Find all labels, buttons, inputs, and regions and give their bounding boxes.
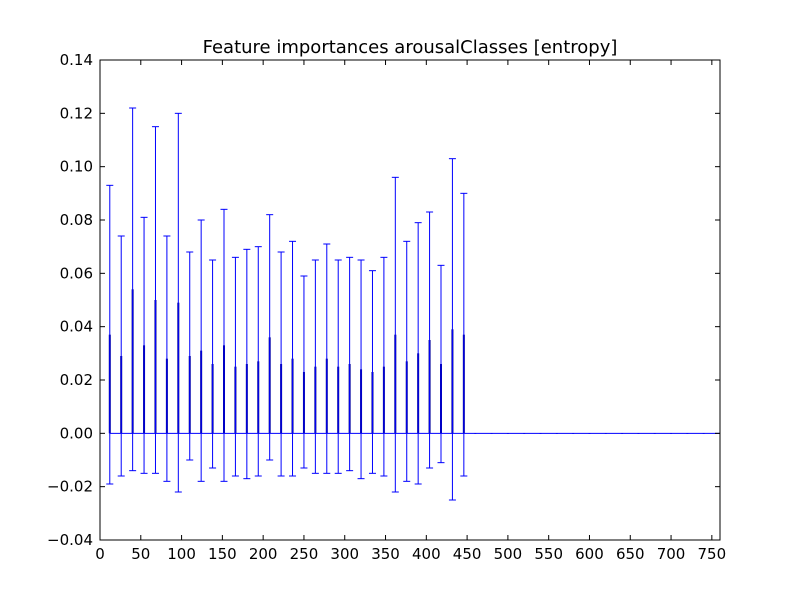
y-tick-label: 0.02 (60, 371, 93, 389)
error-bar (368, 270, 376, 474)
axes: 0 50 100 150 200 250 300 350 400 450 500 550 600 650 7… (47, 51, 726, 563)
error-bar (323, 243, 331, 474)
error-bar (197, 219, 205, 482)
x-tick-label: 400 (412, 545, 441, 563)
x-tick-label: 650 (616, 545, 645, 563)
error-bar (140, 216, 148, 474)
plot-area (100, 60, 720, 540)
y-tick-label: 0.08 (60, 211, 93, 229)
plot-frame (99, 59, 721, 541)
error-bar (357, 259, 365, 480)
error-bar (220, 208, 228, 482)
data-marks (106, 107, 720, 501)
error-bar (117, 235, 125, 477)
x-tick-label: 750 (698, 545, 727, 563)
y-tick-label: 0.12 (60, 104, 93, 122)
error-bar (311, 259, 319, 474)
x-tick-label: 150 (208, 545, 237, 563)
x-tick-label: 100 (167, 545, 196, 563)
error-bar (391, 176, 399, 493)
chart-title: Feature importances arousalClasses [entr… (203, 37, 618, 58)
y-tick-label: 0.14 (60, 51, 93, 69)
error-bar (266, 214, 274, 461)
error-bar (380, 256, 388, 477)
error-bar (129, 107, 137, 472)
error-bar (460, 192, 468, 477)
x-tick-label: 350 (371, 545, 400, 563)
y-tick-label: 0.04 (60, 318, 93, 336)
x-tick-label: 450 (453, 545, 482, 563)
x-tick-label: 550 (534, 545, 563, 563)
error-bar (277, 251, 285, 477)
error-bar (106, 184, 114, 485)
error-bar (289, 240, 297, 477)
x-tick-label: 250 (290, 545, 319, 563)
error-bar (209, 259, 217, 469)
error-bar (174, 112, 182, 493)
error-bar (334, 259, 342, 474)
x-tick-label: 600 (575, 545, 604, 563)
error-bar (346, 256, 354, 472)
error-bar (414, 222, 422, 485)
error-bar (437, 264, 445, 464)
error-bar (151, 126, 159, 474)
error-bar (448, 158, 456, 501)
y-tick-label: −0.04 (47, 531, 93, 549)
x-tick-label: 500 (494, 545, 523, 563)
y-tick-label: −0.02 (47, 478, 93, 496)
error-bar (403, 240, 411, 482)
y-tick-label: 0.06 (60, 264, 93, 282)
error-bar (186, 251, 194, 461)
x-tick-label: 50 (131, 545, 150, 563)
error-bar (426, 211, 434, 469)
error-bar (231, 256, 239, 477)
x-tick-label: 0 (95, 545, 105, 563)
error-bar (254, 246, 262, 477)
error-bar (163, 235, 171, 482)
y-tick-label: 0.00 (60, 424, 93, 442)
x-tick-label: 200 (249, 545, 278, 563)
y-tick-label: 0.10 (60, 158, 93, 176)
error-bar (243, 248, 251, 480)
error-bar (300, 275, 308, 469)
x-tick-label: 300 (330, 545, 359, 563)
x-tick-label: 700 (657, 545, 686, 563)
